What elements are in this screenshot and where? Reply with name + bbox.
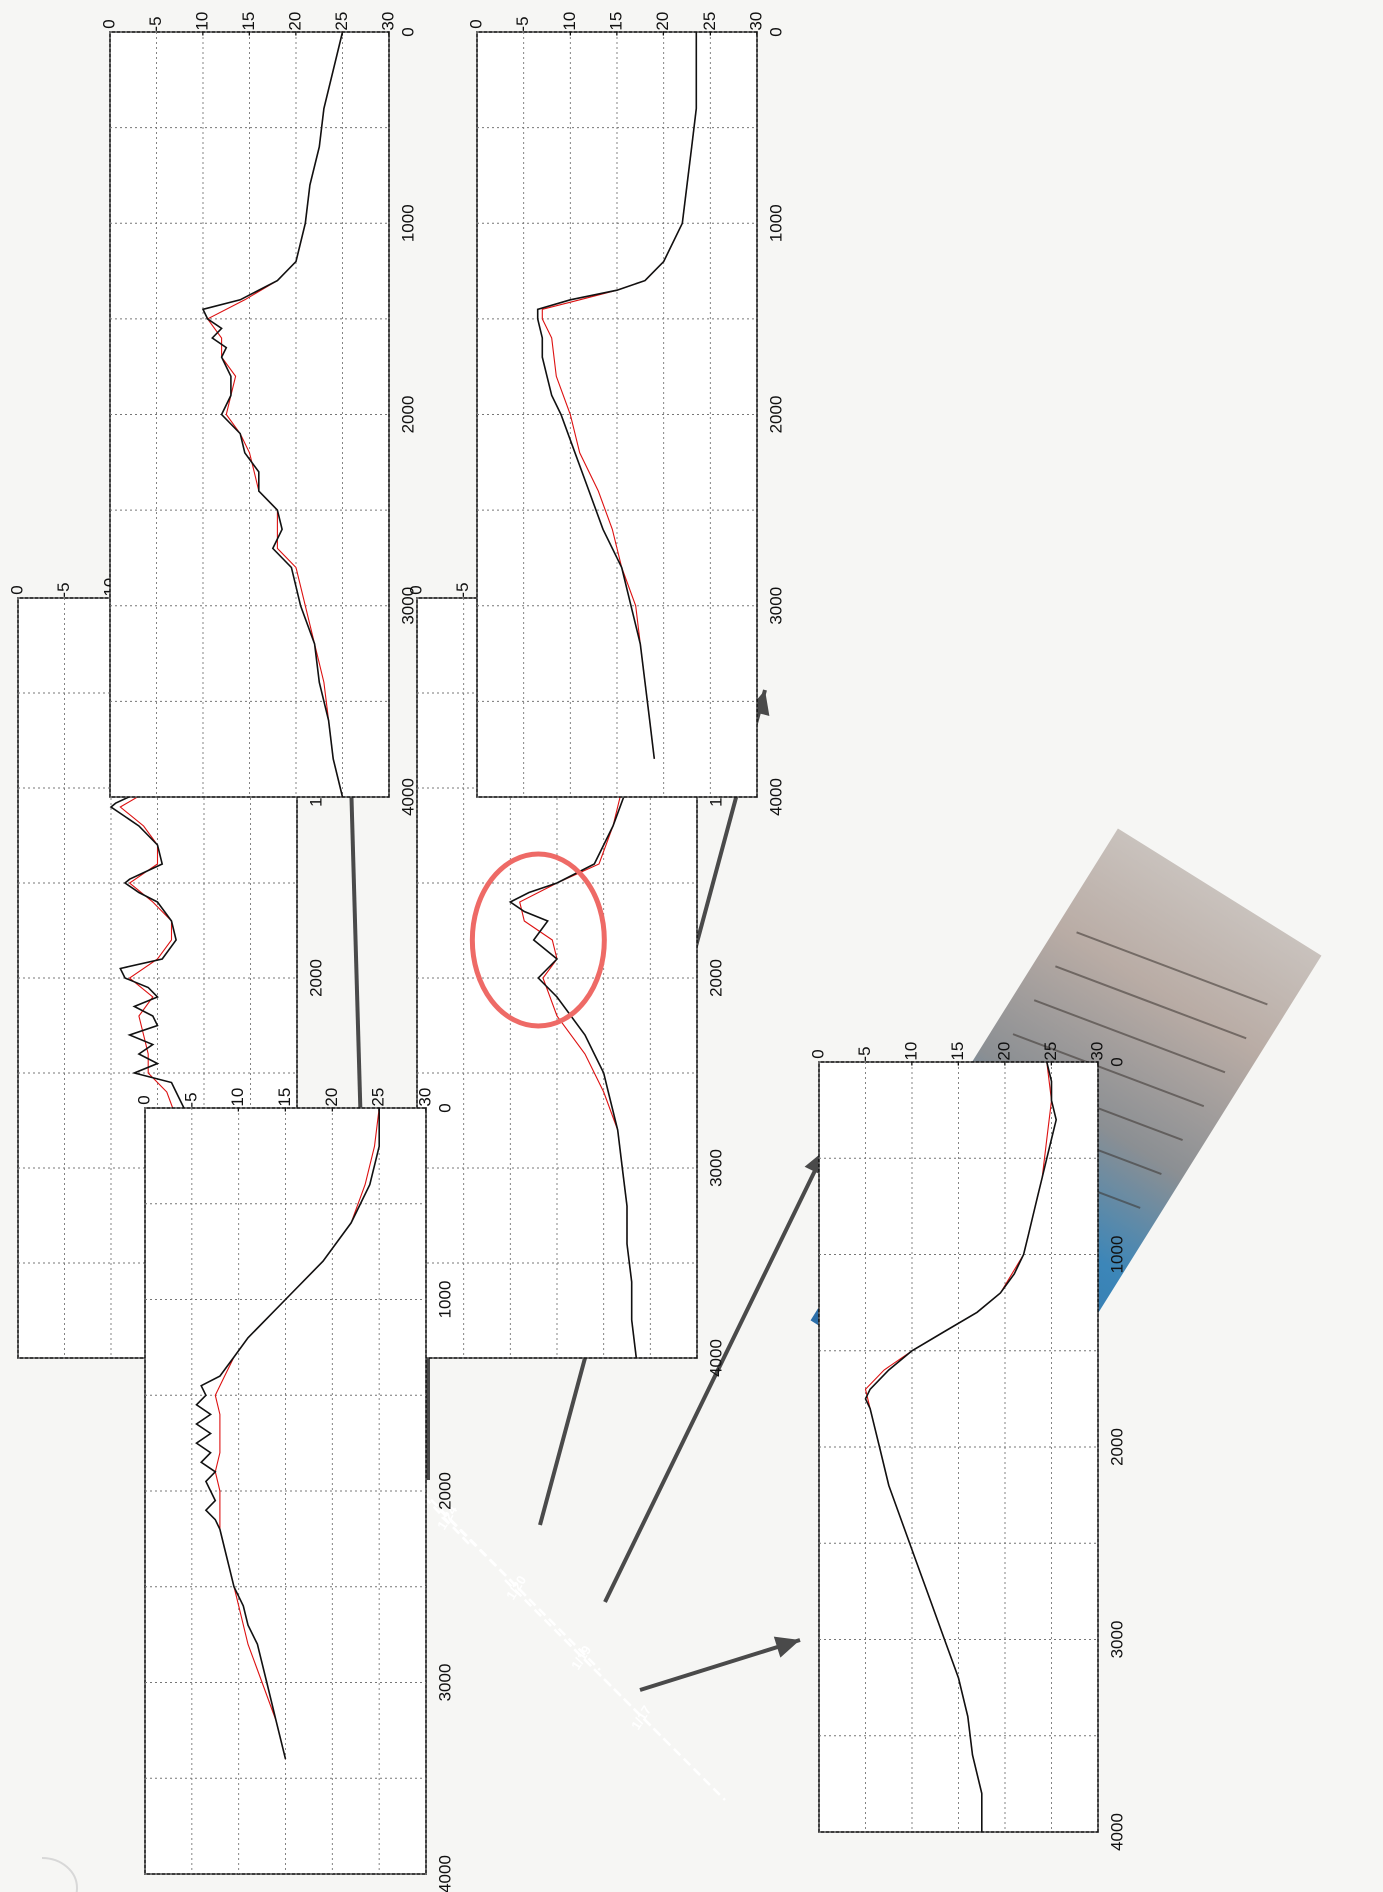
highlight-circle xyxy=(469,851,607,1029)
y-tick-label: -5 xyxy=(181,1092,200,1107)
y-tick-label: -5 xyxy=(146,16,165,31)
x-tick-label: 3000 xyxy=(398,587,417,625)
y-tick-label: 0 xyxy=(7,585,26,594)
y-tick-label: -15 xyxy=(275,1088,294,1113)
y-tick-label: -25 xyxy=(332,12,351,37)
series-line-modelled xyxy=(195,1108,380,1760)
x-tick-label: 4000 xyxy=(398,778,417,816)
y-tick-label: -25 xyxy=(1041,1042,1060,1067)
y-tick-label: -10 xyxy=(228,1088,247,1113)
y-tick-label: 0 xyxy=(466,19,485,28)
x-tick-label: 2000 xyxy=(435,1472,454,1510)
x-tick-label: 3000 xyxy=(766,587,785,625)
x-tick-label: 4000 xyxy=(435,1855,454,1892)
x-tick-label: 4000 xyxy=(1107,1813,1126,1851)
x-tick-label: 1000 xyxy=(1107,1236,1126,1274)
arrow-line xyxy=(603,1149,827,1603)
x-tick-label: 3000 xyxy=(435,1664,454,1702)
series-line-modelled xyxy=(201,31,344,798)
y-tick-label: -5 xyxy=(513,16,532,31)
x-tick-label: 4000 xyxy=(706,1339,725,1377)
y-tick-label: -5 xyxy=(855,1046,874,1061)
y-tick-label: -5 xyxy=(54,582,73,597)
y-tick-label: 0 xyxy=(134,1095,153,1104)
y-tick-label: -15 xyxy=(606,12,625,37)
x-tick-label: 0 xyxy=(435,1103,454,1112)
y-tick-label: -20 xyxy=(994,1042,1013,1067)
y-tick-label: -25 xyxy=(700,12,719,37)
y-tick-label: -20 xyxy=(322,1088,341,1113)
y-tick-label: -5 xyxy=(453,582,472,597)
series-line-modelled xyxy=(864,1061,1058,1832)
y-tick-label: -15 xyxy=(948,1042,967,1067)
y-tick-label: -25 xyxy=(369,1088,388,1113)
y-tick-label: -30 xyxy=(1087,1042,1106,1067)
x-tick-label: 0 xyxy=(398,27,417,36)
arrow-line xyxy=(639,1638,801,1692)
transect-line xyxy=(439,1509,601,1671)
transect-label: 1/20 xyxy=(503,1573,529,1602)
y-tick-label: 0 xyxy=(99,19,118,28)
transect-label: 1/17 xyxy=(628,1703,654,1732)
x-tick-label: 0 xyxy=(1107,1057,1126,1066)
x-tick-label: 1000 xyxy=(766,204,785,242)
x-tick-label: 2000 xyxy=(706,959,725,997)
y-tick-label: -10 xyxy=(901,1042,920,1067)
y-tick-label: 0 xyxy=(808,1049,827,1058)
series-line-modelled xyxy=(536,32,698,759)
x-tick-label: 3000 xyxy=(706,1149,725,1187)
y-tick-label: -30 xyxy=(378,12,397,37)
y-tick-label: -15 xyxy=(239,12,258,37)
y-tick-label: -30 xyxy=(746,12,765,37)
y-tick-label: -30 xyxy=(415,1088,434,1113)
y-tick-label: 0 xyxy=(406,585,425,594)
x-tick-label: 0 xyxy=(766,27,785,36)
x-tick-label: 1000 xyxy=(398,204,417,242)
x-tick-label: 3000 xyxy=(1107,1621,1126,1659)
x-tick-label: 2000 xyxy=(766,396,785,434)
x-tick-label: 2000 xyxy=(1107,1428,1126,1466)
charts: 0-5-10-15-20-25-30010002000300040000-5-1… xyxy=(7,12,1126,1892)
arrowhead-icon xyxy=(773,1636,800,1658)
x-tick-label: 2000 xyxy=(306,959,325,997)
x-tick-label: 2000 xyxy=(398,396,417,434)
y-tick-label: -10 xyxy=(192,12,211,37)
y-tick-label: -20 xyxy=(285,12,304,37)
x-tick-label: 4000 xyxy=(766,778,785,816)
transect-line xyxy=(564,1639,726,1801)
y-tick-label: -10 xyxy=(560,12,579,37)
x-tick-label: 1000 xyxy=(435,1281,454,1319)
y-tick-label: -20 xyxy=(653,12,672,37)
transect-label: 1/19 xyxy=(568,1643,594,1672)
